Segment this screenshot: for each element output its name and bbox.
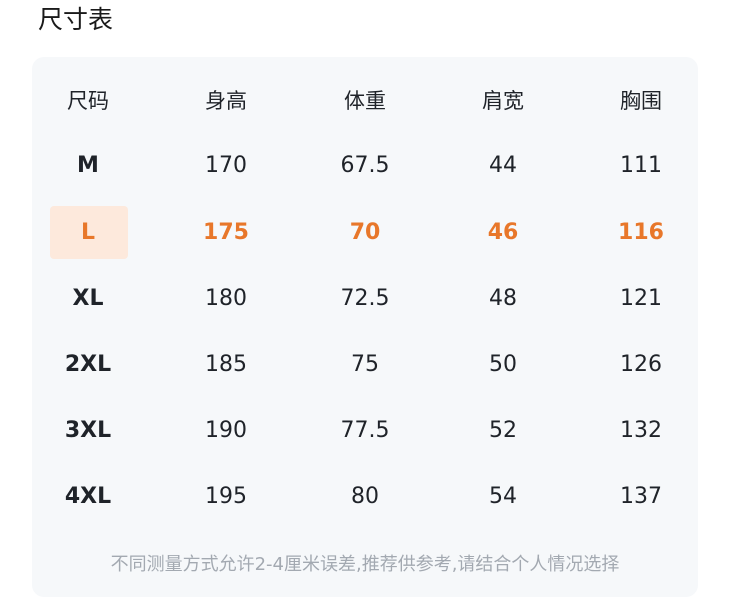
footnote: 不同测量方式允许2-4厘米误差,推荐供参考,请结合个人情况选择 [110, 554, 620, 575]
cell-weight: 80 [351, 484, 379, 509]
cell-height: 190 [205, 418, 247, 443]
cell-weight: 75 [351, 352, 379, 377]
cell-weight: 77.5 [340, 418, 390, 443]
cell-weight: 70 [349, 220, 381, 245]
cell-chest: 116 [618, 220, 664, 245]
cell-chest: 137 [620, 484, 662, 509]
cell-size[interactable]: 3XL [64, 418, 112, 443]
cell-size[interactable]: 2XL [64, 352, 112, 377]
cell-height: 180 [205, 286, 247, 311]
header-size: 尺码 [67, 89, 109, 113]
cell-chest: 126 [620, 352, 662, 377]
selected-size-highlight [50, 206, 128, 259]
page-title: 尺寸表 [38, 5, 114, 34]
cell-size[interactable]: M [77, 153, 99, 178]
header-height: 身高 [205, 89, 247, 113]
cell-height: 175 [203, 220, 249, 245]
header-chest: 胸围 [620, 89, 662, 113]
header-weight: 体重 [344, 89, 386, 113]
cell-shoulder: 46 [487, 220, 519, 245]
cell-chest: 111 [620, 153, 662, 178]
cell-shoulder: 52 [489, 418, 517, 443]
cell-shoulder: 54 [489, 484, 517, 509]
header-shoulder: 肩宽 [482, 89, 524, 113]
cell-chest: 132 [620, 418, 662, 443]
cell-height: 195 [205, 484, 247, 509]
cell-height: 170 [205, 153, 247, 178]
cell-shoulder: 48 [489, 286, 517, 311]
cell-chest: 121 [620, 286, 662, 311]
cell-weight: 72.5 [340, 286, 390, 311]
cell-size[interactable]: L [80, 220, 96, 245]
cell-weight: 67.5 [340, 153, 390, 178]
cell-size[interactable]: 4XL [64, 484, 112, 509]
cell-height: 185 [205, 352, 247, 377]
cell-shoulder: 44 [489, 153, 517, 178]
size-table-card [32, 57, 698, 597]
cell-shoulder: 50 [489, 352, 517, 377]
cell-size[interactable]: XL [72, 286, 104, 311]
